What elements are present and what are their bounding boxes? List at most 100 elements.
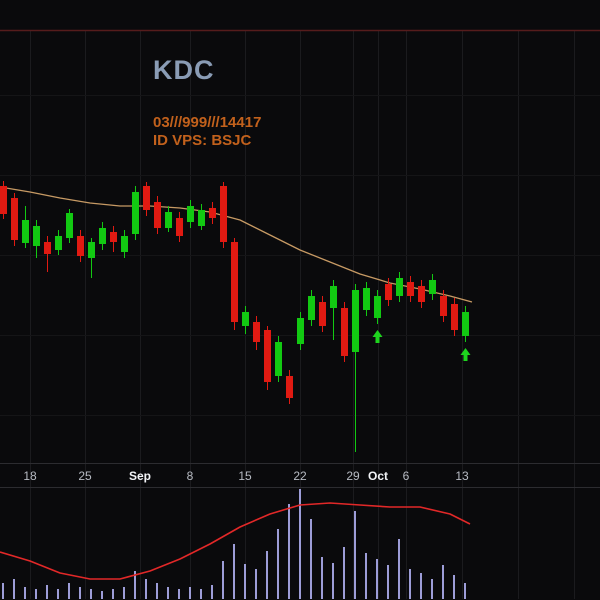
volume-bar bbox=[277, 529, 279, 599]
candle bbox=[352, 284, 359, 452]
candle bbox=[275, 336, 282, 382]
candle-body bbox=[220, 186, 227, 242]
candle bbox=[132, 186, 139, 240]
candle bbox=[407, 276, 414, 302]
candle-body bbox=[231, 242, 238, 322]
volume-bar bbox=[464, 583, 466, 599]
volume-bar bbox=[387, 565, 389, 599]
candle-body bbox=[253, 322, 260, 342]
candle bbox=[198, 204, 205, 230]
candle-body bbox=[187, 206, 194, 222]
candle-body bbox=[198, 210, 205, 226]
info-line-2: ID VPS: BSJC bbox=[153, 132, 252, 149]
candle-body bbox=[440, 296, 447, 316]
volume-bar bbox=[46, 585, 48, 599]
volume-bar bbox=[354, 511, 356, 599]
volume-ma-line bbox=[0, 502, 471, 580]
candle-body bbox=[44, 242, 51, 254]
candle bbox=[374, 290, 381, 324]
candle bbox=[165, 206, 172, 232]
candle bbox=[253, 316, 260, 350]
candle-body bbox=[11, 198, 18, 240]
volume-bar bbox=[13, 579, 15, 599]
volume-bar bbox=[398, 539, 400, 599]
buy-arrow-icon bbox=[372, 330, 383, 343]
candle-body bbox=[99, 228, 106, 244]
candle bbox=[308, 290, 315, 326]
candle bbox=[319, 296, 326, 332]
candle-body bbox=[352, 290, 359, 352]
candle-body bbox=[385, 284, 392, 300]
candle-body bbox=[55, 236, 62, 250]
candle bbox=[22, 206, 29, 248]
candle-body bbox=[308, 296, 315, 320]
candle-body bbox=[330, 286, 337, 308]
candle bbox=[440, 290, 447, 322]
candle bbox=[187, 200, 194, 228]
candle bbox=[33, 220, 40, 258]
volume-bar bbox=[90, 589, 92, 599]
info-line-1: 03///999///14417 bbox=[153, 114, 262, 131]
candle-body bbox=[66, 213, 73, 238]
volume-bar bbox=[178, 589, 180, 599]
candle bbox=[55, 230, 62, 255]
buy-arrow-stem bbox=[375, 337, 380, 343]
volume-bar bbox=[299, 489, 301, 599]
volume-bar bbox=[112, 589, 114, 599]
x-axis-label: 6 bbox=[403, 469, 410, 483]
volume-bar bbox=[79, 587, 81, 599]
volume-bar bbox=[244, 564, 246, 599]
candle-body bbox=[209, 208, 216, 218]
candle bbox=[220, 182, 227, 248]
candle-body bbox=[110, 232, 117, 242]
candle-body bbox=[242, 312, 249, 326]
candle bbox=[363, 282, 370, 316]
candle-body bbox=[0, 186, 7, 214]
candle-body bbox=[396, 278, 403, 296]
candle-body bbox=[33, 226, 40, 246]
volume-bar bbox=[266, 551, 268, 599]
candle-body bbox=[132, 192, 139, 234]
volume-bar bbox=[35, 589, 37, 599]
volume-bar bbox=[189, 587, 191, 599]
volume-bar bbox=[288, 504, 290, 599]
candle-body bbox=[407, 282, 414, 296]
candle bbox=[176, 212, 183, 242]
candle bbox=[418, 280, 425, 308]
candle bbox=[99, 222, 106, 250]
candle-body bbox=[297, 318, 304, 344]
candle-body bbox=[165, 212, 172, 228]
candle-body bbox=[286, 376, 293, 398]
x-axis-label: 22 bbox=[293, 469, 307, 483]
volume-bar bbox=[420, 573, 422, 599]
volume-bar bbox=[222, 561, 224, 599]
candle bbox=[209, 202, 216, 224]
candle-body bbox=[363, 288, 370, 310]
volume-bar bbox=[167, 587, 169, 599]
candle-body bbox=[319, 302, 326, 326]
x-axis-label: 25 bbox=[78, 469, 92, 483]
candle bbox=[396, 272, 403, 302]
candle-body bbox=[429, 280, 436, 294]
volume-bar bbox=[57, 589, 59, 599]
buy-arrow-icon bbox=[460, 348, 471, 361]
volume-bar bbox=[332, 563, 334, 599]
volume-bar bbox=[365, 553, 367, 599]
x-axis-label: Oct bbox=[368, 469, 388, 483]
volume-bar bbox=[255, 569, 257, 599]
candle-body bbox=[143, 186, 150, 210]
buy-arrow-head bbox=[372, 330, 383, 337]
candle bbox=[297, 312, 304, 350]
volume-bar bbox=[233, 544, 235, 599]
candle-body bbox=[275, 342, 282, 376]
volume-bar bbox=[409, 569, 411, 599]
volume-bar bbox=[343, 547, 345, 599]
candle bbox=[264, 326, 271, 390]
candle-body bbox=[374, 296, 381, 318]
candle bbox=[286, 370, 293, 404]
volume-bar bbox=[442, 565, 444, 599]
volume-bar bbox=[310, 519, 312, 599]
volume-bar bbox=[68, 583, 70, 599]
volume-bar bbox=[145, 579, 147, 599]
